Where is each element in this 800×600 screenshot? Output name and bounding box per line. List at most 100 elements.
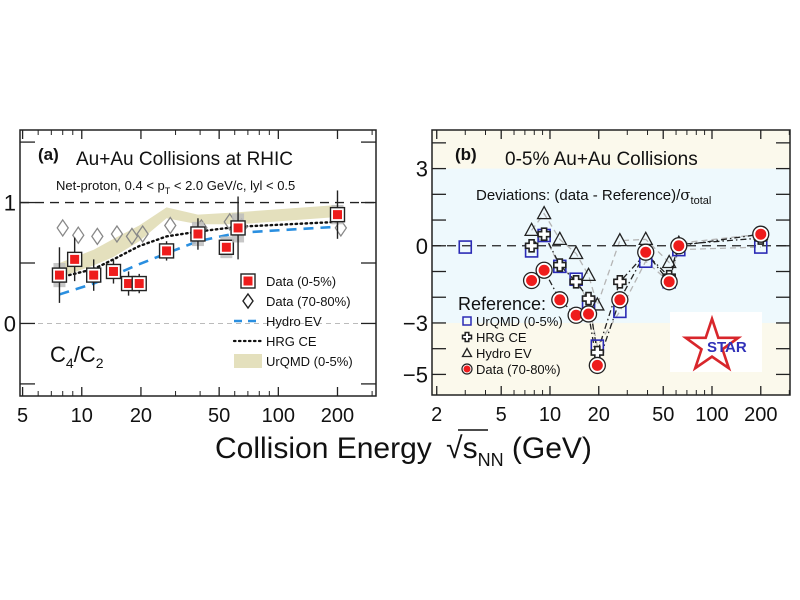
inner-band — [432, 168, 790, 323]
panel-a-title: Au+Au Collisions at RHIC — [76, 149, 293, 170]
data-0-5-marker — [54, 270, 64, 280]
hydro-ev-point — [661, 254, 677, 269]
x-tick-label: 100 — [262, 405, 295, 427]
star-logo: STAR — [681, 314, 747, 372]
legend-label: Hydro EV — [476, 346, 532, 361]
data-70-80-point — [673, 240, 685, 252]
legend-item-urqmd-0-5: UrQMD (0-5%) — [234, 354, 353, 369]
panel-b-frame — [431, 129, 791, 396]
data-0-5-marker — [332, 210, 342, 220]
hydro-ev-point — [580, 266, 597, 282]
data-70-80-diamond — [56, 218, 70, 238]
legend-label: HRG CE — [266, 334, 317, 349]
x-tick-label: 2 — [431, 404, 442, 426]
data-0-5-marker — [108, 266, 118, 276]
legend-square-icon — [462, 316, 472, 326]
data-70-80-diamond — [136, 224, 149, 244]
legend-band-icon — [234, 354, 262, 368]
hrg-ce-point — [524, 238, 539, 253]
data-70-80-diamond — [71, 226, 85, 245]
data-0-5-marker — [162, 246, 172, 256]
x-tick-label: 200 — [321, 405, 354, 427]
x-tick-label: 5 — [17, 405, 28, 427]
deviation-points — [458, 205, 770, 375]
legend-label: Hydro EV — [266, 314, 322, 329]
data-70-80-point — [755, 228, 767, 240]
y-tick-label: 3 — [416, 157, 428, 182]
panel-b-title: 0-5% Au+Au Collisions — [505, 149, 698, 170]
legend-label: UrQMD (0-5%) — [266, 354, 353, 369]
x-tick-label: 20 — [588, 404, 610, 426]
legend-item-data-70-80: Data (70-80%) — [461, 362, 561, 377]
legend-item-hydro-ev: Hydro EV — [234, 314, 322, 329]
legend-cross-icon — [461, 331, 473, 343]
hydro-ev-point — [589, 296, 605, 311]
data-70-80-diamond — [91, 227, 104, 246]
data-70-80-point — [526, 275, 538, 287]
data-70-80-point — [570, 309, 582, 321]
panel-a: 5 10 20 50 100 200 0 1 (a) Au+Au Collisions at … — [4, 129, 377, 427]
legend-label: Data (70-80%) — [266, 294, 351, 309]
y-tick-label: 0 — [4, 311, 16, 336]
data-points — [51, 190, 348, 303]
hydro-ev-point — [568, 245, 584, 260]
legend-square-fill — [243, 276, 253, 286]
hydro-ev-point — [612, 232, 628, 247]
data-0-5-marker — [193, 229, 203, 239]
legend-label: Data (0-5%) — [266, 274, 336, 289]
x-tick-label: 100 — [695, 404, 728, 426]
data-0-5-marker — [134, 279, 144, 289]
hrg-ce-point — [537, 227, 551, 241]
data-70-80-point — [663, 276, 675, 288]
legend-item-hrg-ce: HRG CE — [232, 334, 317, 349]
legend-item-hrg-ce: HRG CE — [461, 330, 527, 345]
x-tick-label: 50 — [652, 404, 674, 426]
panel-a-legend: Data (0-5%) Data (70-80%) Hydro EV HRG CE Ur… — [232, 273, 353, 369]
x-tick-label: 50 — [208, 405, 230, 427]
panel-a-ylabel: C4/C2 — [50, 342, 104, 371]
legend-title: Reference: — [458, 294, 546, 314]
hydro-ev-point — [523, 221, 540, 236]
legend-circle-icon — [463, 365, 471, 373]
hrg-ce-point — [553, 258, 567, 272]
hydro-ev-point — [552, 230, 568, 245]
y-tick-label: 1 — [4, 191, 16, 216]
x-tick-label: 200 — [744, 404, 777, 426]
data-70-80-point — [614, 294, 626, 306]
data-70-80-diamond — [110, 224, 124, 244]
data-0-5-marker — [124, 279, 134, 289]
data-70-80-diamond — [163, 216, 177, 235]
panel-a-label: (a) — [38, 145, 59, 164]
panel-a-subtitle: Net-proton, 0.4 < pT < 2.0 GeV/c, lyl < … — [56, 178, 295, 196]
legend-triangle-icon — [461, 347, 473, 358]
legend-label: UrQMD (0-5%) — [476, 314, 563, 329]
data-70-80-point — [538, 264, 550, 276]
data-70-80-point — [554, 294, 566, 306]
y-tick-label: 0 — [416, 234, 428, 259]
y-tick-label: −3 — [403, 311, 428, 336]
data-0-5-marker — [233, 223, 243, 233]
data-70-80-point — [591, 359, 603, 371]
x-tick-label: 10 — [539, 404, 561, 426]
panel-b-subtitle: Deviations: (data - Reference)/σtotal — [476, 186, 711, 207]
legend-item-data-70-80: Data (70-80%) — [242, 292, 351, 310]
deviation-bands — [432, 130, 790, 395]
data-70-80-point — [640, 246, 652, 258]
legend-item-data-0-5: Data (0-5%) — [240, 273, 336, 289]
legend-diamond-icon — [242, 292, 254, 310]
legend-label: Data (70-80%) — [476, 362, 561, 377]
y-tick-label: −5 — [403, 362, 428, 387]
x-tick-label: 5 — [496, 404, 507, 426]
axis-ticks: 5 10 20 50 100 200 0 1 — [4, 130, 376, 427]
panel-b-label: (b) — [455, 145, 477, 164]
star-logo-text: STAR — [707, 339, 747, 356]
star-icon — [681, 314, 743, 372]
data-70-80-diamond — [125, 227, 139, 246]
hrg-ce-point — [581, 291, 596, 306]
logo-background — [670, 312, 762, 372]
urqmd-0-5-point — [458, 240, 473, 254]
hrg-ce-point — [613, 274, 627, 289]
hrg-ce-point — [569, 274, 583, 289]
legend-item-hydro-ev: Hydro EV — [461, 346, 532, 361]
